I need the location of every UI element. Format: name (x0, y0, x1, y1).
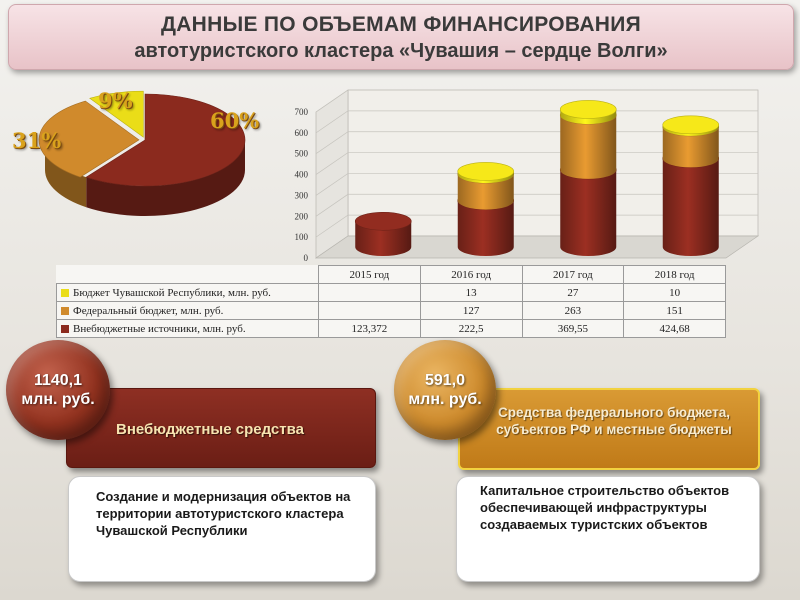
extrabudget-description-box (68, 476, 376, 582)
table-cell: 127 (419, 301, 523, 320)
table-row: Бюджет Чувашской Республики, млн. руб. 1… (56, 283, 726, 302)
pie-label-federal: 31% (12, 128, 62, 153)
federal-description-box (456, 476, 760, 582)
bar-segment (560, 115, 617, 179)
table-cell: 222,5 (419, 319, 523, 338)
table-header-cell: 2018 год (623, 265, 726, 284)
gridline (315, 214, 758, 238)
extrabudget-panel (66, 388, 376, 468)
y-tick-label: 700 (295, 107, 309, 117)
bar-segment (662, 126, 719, 168)
legend-swatch-republic (61, 288, 69, 297)
extrabudget-unit: млн. руб. (21, 391, 95, 408)
bar-segment (355, 221, 412, 256)
legend-swatch-federal (61, 306, 69, 315)
table-header-cell: 2017 год (521, 265, 625, 284)
table-row: Внебюджетные источники, млн. руб. 123,37… (56, 319, 726, 338)
extrabudget-title: Внебюджетные средства (116, 421, 304, 438)
bar-segment-top (354, 211, 412, 231)
page-subtitle: автотуристского кластера «Чувашия – серд… (134, 40, 668, 62)
table-cell (318, 283, 421, 302)
pie-label-extra: 60% (210, 108, 260, 133)
pie-slice (89, 90, 144, 138)
y-tick-label: 500 (295, 149, 309, 159)
gridline (315, 131, 758, 155)
bar-segment (662, 158, 719, 256)
table-cell: 123,372 (318, 319, 421, 338)
table-cell: 369,55 (521, 319, 625, 338)
pie-slice-side (45, 140, 87, 208)
y-tick-label: 0 (304, 253, 309, 263)
table-row: Федеральный бюджет, млн. руб. 127 263 15… (56, 301, 726, 320)
extrabudget-description: Создание и модернизация объектов на терр… (96, 489, 351, 538)
table-cell (318, 301, 421, 320)
gridline (315, 110, 758, 134)
title-banner: ДАННЫЕ ПО ОБЪЕМАМ ФИНАНСИРОВАНИЯ автотур… (8, 4, 794, 70)
federal-unit: млн. руб. (408, 391, 482, 408)
federal-amount: 591,0 (424, 372, 466, 389)
pie-slice (38, 100, 140, 178)
bar-segment-top (457, 162, 515, 181)
bar-segment (560, 169, 617, 256)
table-corner (57, 266, 319, 284)
pie-slice (85, 93, 246, 187)
gridline (315, 193, 758, 217)
federal-title: Средства федерального бюджета, субъектов… (496, 405, 732, 437)
chart-floor (314, 235, 760, 259)
bar-segment-top (662, 115, 720, 135)
table-cell: 424,68 (623, 319, 726, 338)
table-header-cell: 2016 год (419, 265, 523, 284)
row-label-extra: Внебюджетные источники, млн. руб. (73, 322, 246, 335)
gridline (315, 89, 758, 113)
gridline (315, 173, 758, 196)
bar-segment-top (559, 100, 617, 119)
pie-slice-side (86, 140, 246, 216)
row-label-republic: Бюджет Чувашской Республики, млн. руб. (73, 286, 271, 299)
y-tick-label: 300 (295, 190, 309, 200)
federal-panel (458, 388, 760, 470)
table-header-row: 2015 год 2016 год 2017 год 2018 год (57, 265, 726, 284)
extrabudget-amount-badge: 1140,1 млн. руб. (6, 340, 110, 440)
table-cell: 263 (521, 301, 625, 320)
pie-chart (38, 90, 246, 216)
data-table: 2015 год 2016 год 2017 год 2018 год Бюдж… (56, 265, 726, 338)
extrabudget-amount: 1140,1 (33, 372, 83, 389)
pie-label-republic: 9% (98, 88, 133, 113)
bar-segment (457, 200, 514, 256)
table-cell: 13 (419, 283, 523, 302)
y-tick-label: 400 (295, 170, 309, 180)
y-tick-label: 100 (295, 232, 309, 242)
gridline (315, 152, 758, 175)
bar-chart: 0 100 200 300 400 500 600 700 (295, 89, 760, 263)
y-tick-label: 200 (295, 211, 309, 221)
federal-description: Капитальное строительство объектов обесп… (480, 483, 730, 532)
table-cell: 10 (623, 283, 726, 302)
chart-side-wall (315, 89, 349, 259)
y-tick-label: 600 (295, 128, 309, 138)
row-label-federal: Федеральный бюджет, млн. руб. (73, 304, 224, 317)
table-cell: 151 (623, 301, 726, 320)
legend-swatch-extra (61, 324, 69, 333)
bar-segment (457, 174, 514, 210)
table-header-cell: 2015 год (318, 265, 421, 284)
table-cell: 27 (521, 283, 625, 302)
federal-amount-badge: 591,0 млн. руб. (394, 340, 496, 440)
page-title: ДАННЫЕ ПО ОБЪЕМАМ ФИНАНСИРОВАНИЯ (160, 13, 642, 36)
